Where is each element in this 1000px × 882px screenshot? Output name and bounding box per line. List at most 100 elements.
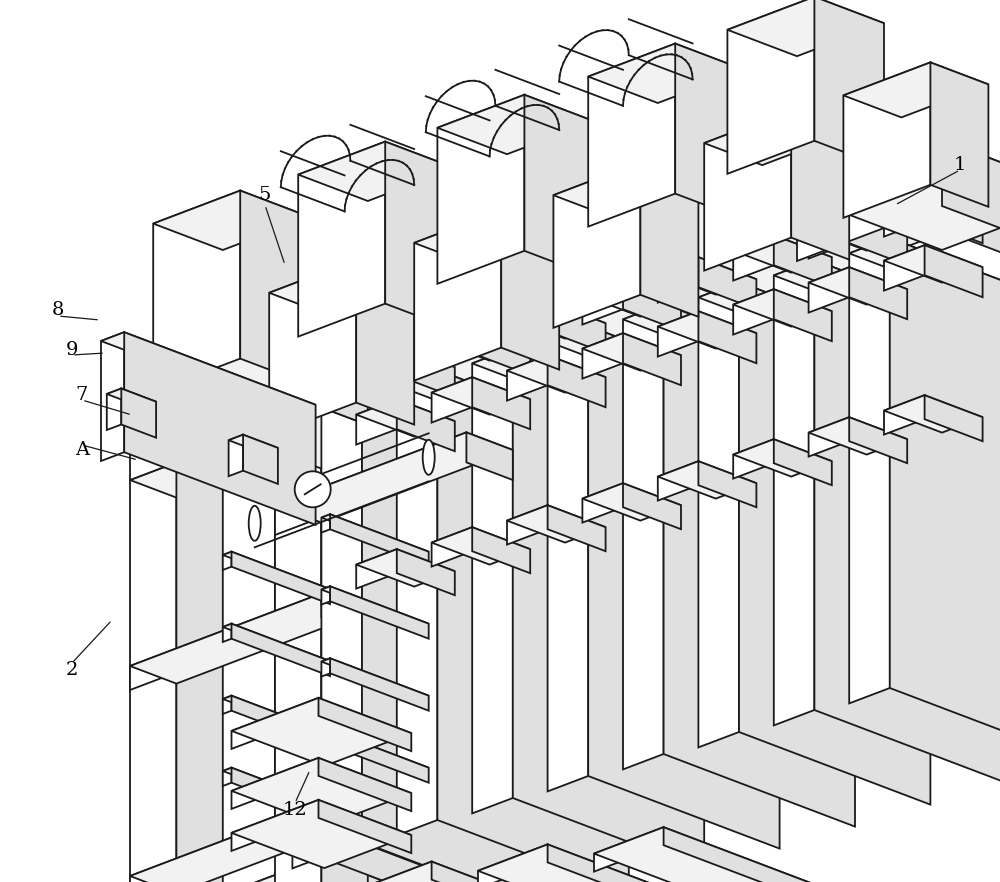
Polygon shape (809, 213, 907, 250)
Polygon shape (130, 377, 368, 467)
Polygon shape (524, 94, 594, 277)
Polygon shape (472, 527, 530, 573)
Polygon shape (107, 388, 121, 430)
Polygon shape (232, 758, 318, 809)
Polygon shape (727, 0, 814, 174)
Polygon shape (130, 132, 1000, 468)
Polygon shape (466, 648, 513, 690)
Polygon shape (849, 417, 907, 463)
Polygon shape (664, 827, 826, 882)
Polygon shape (733, 289, 832, 326)
Polygon shape (623, 280, 681, 332)
Polygon shape (232, 552, 330, 604)
Polygon shape (397, 370, 437, 835)
Polygon shape (232, 800, 318, 851)
Polygon shape (797, 140, 1000, 250)
Polygon shape (582, 333, 623, 378)
Polygon shape (623, 304, 664, 769)
Polygon shape (791, 110, 849, 259)
Polygon shape (640, 162, 698, 317)
Polygon shape (113, 857, 321, 882)
Polygon shape (362, 392, 553, 882)
Polygon shape (240, 191, 310, 385)
Polygon shape (478, 844, 710, 882)
Polygon shape (275, 407, 321, 845)
Polygon shape (472, 323, 530, 375)
Polygon shape (153, 191, 240, 392)
Polygon shape (414, 210, 501, 381)
Polygon shape (884, 245, 983, 282)
Polygon shape (548, 301, 606, 353)
Polygon shape (582, 280, 623, 325)
Polygon shape (432, 862, 594, 882)
Polygon shape (432, 527, 472, 566)
Polygon shape (437, 370, 629, 882)
Polygon shape (925, 395, 983, 441)
Polygon shape (814, 260, 1000, 782)
Polygon shape (774, 260, 814, 725)
Text: A: A (75, 441, 89, 459)
Polygon shape (623, 483, 681, 529)
Polygon shape (275, 518, 321, 882)
Polygon shape (321, 857, 513, 882)
Polygon shape (698, 461, 756, 507)
Ellipse shape (423, 440, 435, 475)
Polygon shape (130, 377, 321, 480)
Polygon shape (466, 462, 513, 882)
Polygon shape (727, 0, 884, 56)
Polygon shape (582, 483, 681, 520)
Polygon shape (942, 140, 1000, 261)
Polygon shape (884, 191, 983, 228)
Polygon shape (774, 289, 832, 341)
Polygon shape (318, 800, 411, 853)
Polygon shape (275, 407, 368, 443)
Polygon shape (623, 333, 681, 385)
Text: 7: 7 (76, 386, 88, 404)
Polygon shape (153, 191, 310, 250)
Polygon shape (385, 142, 455, 330)
Polygon shape (884, 245, 925, 290)
Polygon shape (432, 377, 472, 422)
Polygon shape (432, 377, 530, 415)
Polygon shape (849, 213, 907, 265)
Polygon shape (623, 304, 855, 392)
Polygon shape (809, 417, 849, 457)
Polygon shape (107, 388, 156, 407)
Polygon shape (113, 857, 513, 882)
Polygon shape (321, 392, 362, 857)
Polygon shape (884, 395, 983, 432)
Polygon shape (849, 238, 890, 704)
Polygon shape (223, 767, 232, 786)
Polygon shape (275, 648, 513, 738)
Polygon shape (321, 514, 429, 555)
Polygon shape (809, 417, 907, 454)
Polygon shape (548, 326, 588, 791)
Text: 9: 9 (66, 341, 78, 359)
Polygon shape (698, 311, 756, 363)
Polygon shape (507, 505, 606, 542)
Polygon shape (321, 514, 330, 533)
Polygon shape (658, 461, 756, 498)
Polygon shape (356, 549, 455, 587)
Polygon shape (432, 323, 530, 361)
Text: 8: 8 (52, 301, 64, 319)
Polygon shape (548, 844, 710, 882)
Polygon shape (704, 110, 849, 165)
Polygon shape (843, 63, 988, 117)
Polygon shape (774, 439, 832, 485)
Polygon shape (414, 210, 559, 265)
Polygon shape (733, 439, 774, 479)
Polygon shape (582, 483, 623, 523)
Polygon shape (733, 439, 832, 476)
Polygon shape (432, 323, 472, 369)
Polygon shape (232, 758, 411, 826)
Polygon shape (849, 267, 907, 319)
Polygon shape (130, 462, 223, 497)
Polygon shape (797, 140, 942, 261)
Polygon shape (130, 462, 176, 882)
Polygon shape (588, 43, 675, 227)
Polygon shape (553, 162, 640, 328)
Polygon shape (232, 698, 318, 749)
Polygon shape (298, 142, 455, 201)
Polygon shape (232, 767, 330, 820)
